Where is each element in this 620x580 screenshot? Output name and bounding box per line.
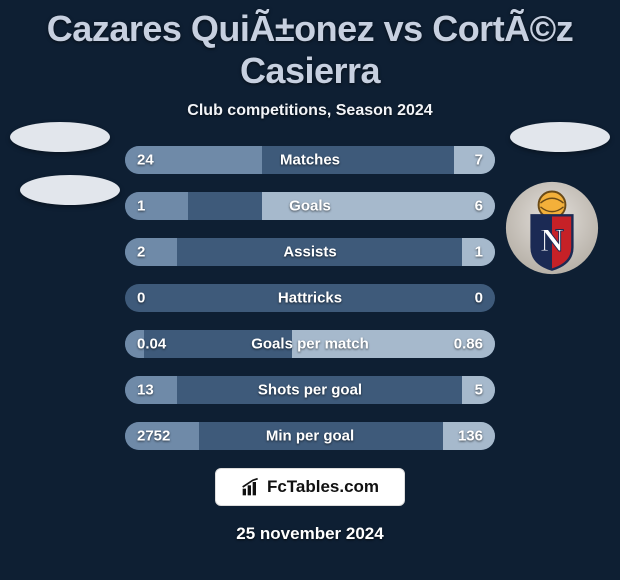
stat-row: 0.04 0.86 Goals per match xyxy=(125,330,495,358)
stat-label: Assists xyxy=(283,244,336,261)
stat-fill-left xyxy=(125,238,177,266)
stat-row: 2 1 Assists xyxy=(125,238,495,266)
stat-value-left: 13 xyxy=(137,382,154,399)
page-subtitle: Club competitions, Season 2024 xyxy=(0,102,620,120)
club-crest-svg: N xyxy=(504,180,600,276)
stat-value-left: 2752 xyxy=(137,428,170,445)
stat-value-right: 7 xyxy=(475,152,483,169)
brand-text: FcTables.com xyxy=(267,477,379,497)
right-club-badge: N xyxy=(504,180,600,276)
stat-value-right: 0 xyxy=(475,290,483,307)
stat-value-left: 0 xyxy=(137,290,145,307)
page-title: Cazares QuiÃ±onez vs CortÃ©z Casierra xyxy=(0,8,620,92)
stat-value-right: 5 xyxy=(475,382,483,399)
right-player-ellipse xyxy=(510,122,610,152)
stat-value-left: 24 xyxy=(137,152,154,169)
stat-row: 13 5 Shots per goal xyxy=(125,376,495,404)
chart-icon xyxy=(241,477,261,497)
stat-fill-left xyxy=(125,192,188,220)
stat-label: Hattricks xyxy=(278,290,342,307)
brand-badge[interactable]: FcTables.com xyxy=(215,468,405,506)
stat-value-left: 0.04 xyxy=(137,336,166,353)
stat-label: Shots per goal xyxy=(258,382,362,399)
stat-row: 0 0 Hattricks xyxy=(125,284,495,312)
stat-value-left: 1 xyxy=(137,198,145,215)
comparison-card: Cazares QuiÃ±onez vs CortÃ©z Casierra Cl… xyxy=(0,0,620,580)
stat-label: Goals per match xyxy=(251,336,369,353)
stat-value-left: 2 xyxy=(137,244,145,261)
footer-date: 25 november 2024 xyxy=(0,524,620,544)
svg-text:N: N xyxy=(540,223,564,259)
stat-row: 24 7 Matches xyxy=(125,146,495,174)
stat-value-right: 6 xyxy=(475,198,483,215)
stat-label: Min per goal xyxy=(266,428,354,445)
stat-value-right: 136 xyxy=(458,428,483,445)
left-player-ellipse xyxy=(10,122,110,152)
left-player-ellipse xyxy=(20,175,120,205)
stat-label: Goals xyxy=(289,198,331,215)
stat-label: Matches xyxy=(280,152,340,169)
stat-value-right: 0.86 xyxy=(454,336,483,353)
stat-row: 1 6 Goals xyxy=(125,192,495,220)
stat-row: 2752 136 Min per goal xyxy=(125,422,495,450)
stats-rows: 24 7 Matches 1 6 Goals 2 1 Assists 0 0 Hattricks 0.0… xyxy=(125,146,495,450)
stat-value-right: 1 xyxy=(475,244,483,261)
